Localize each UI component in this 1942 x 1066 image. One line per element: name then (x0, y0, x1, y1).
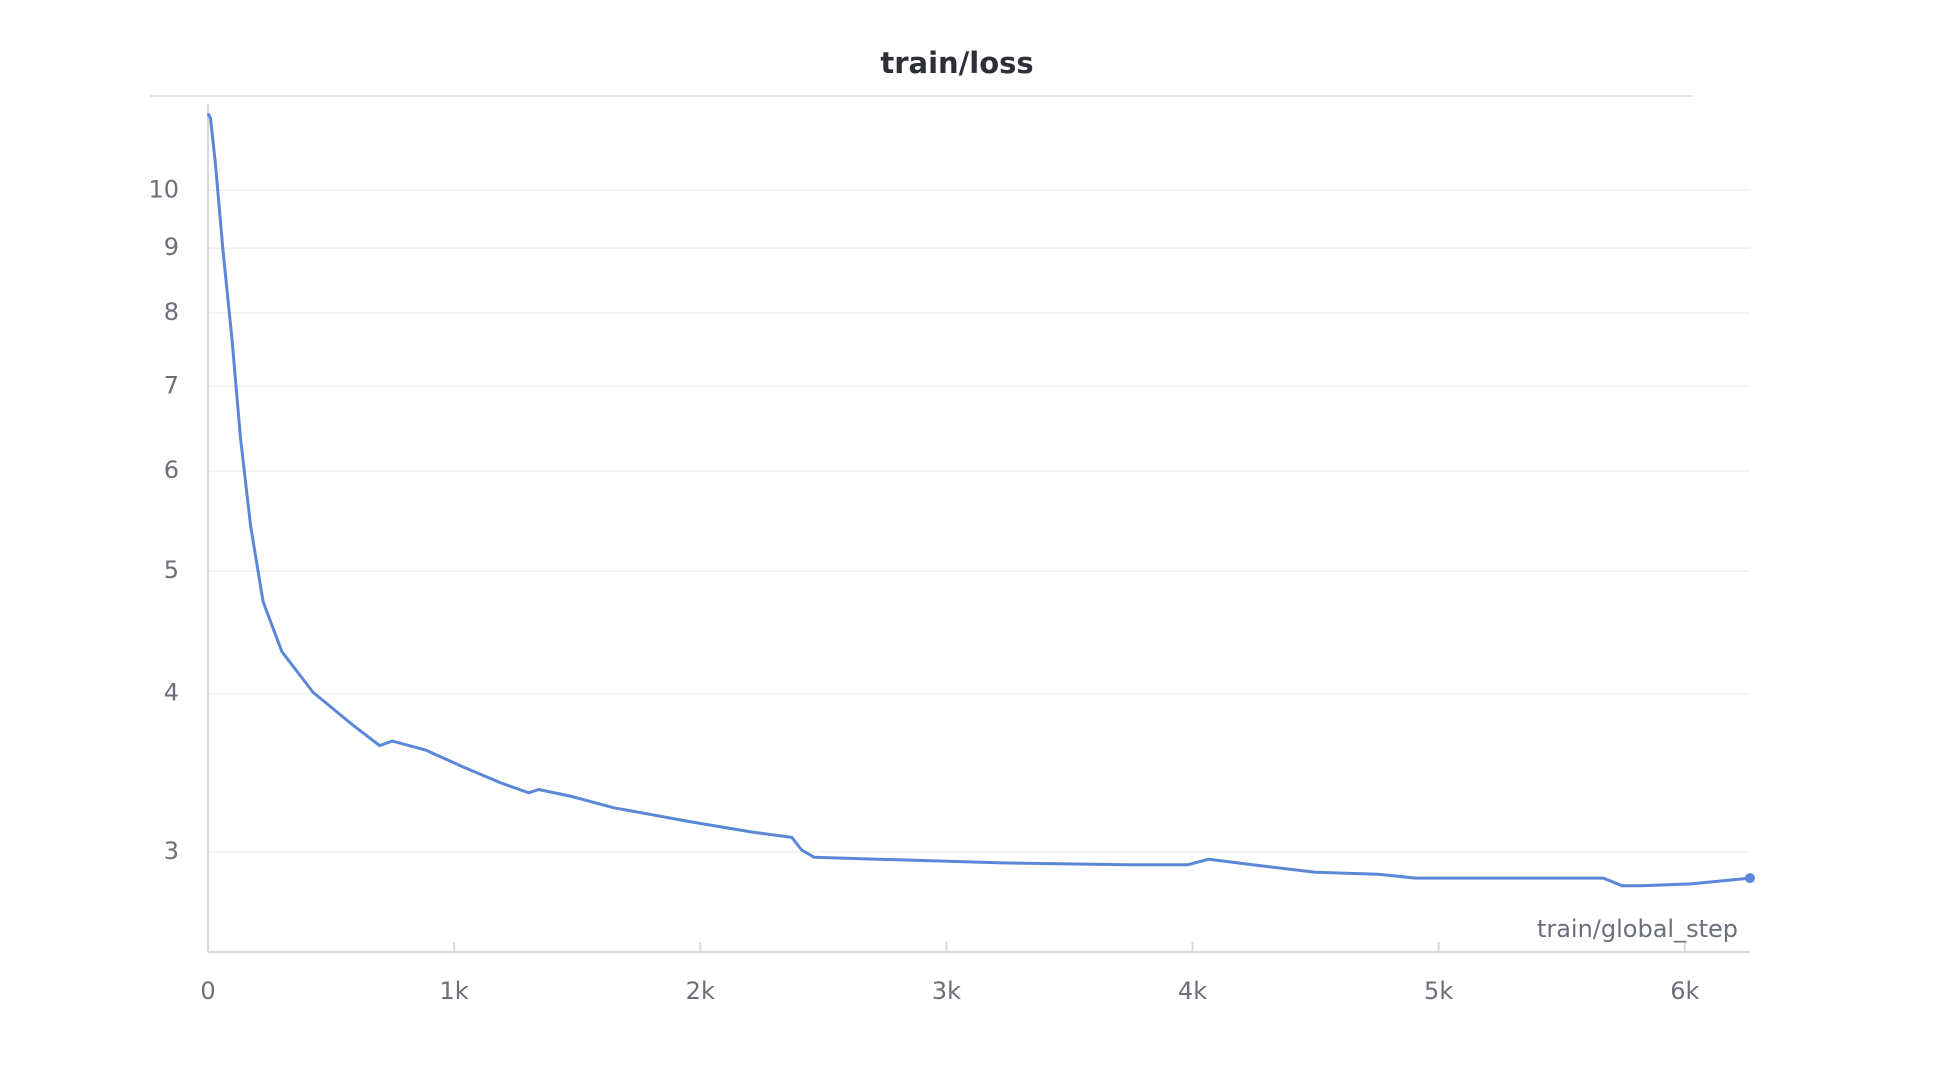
y-tick-label: 7 (164, 371, 179, 399)
y-tick-label: 10 (148, 175, 179, 203)
y-tick-label: 4 (164, 679, 179, 707)
x-axis-label: train/global_step (1537, 915, 1738, 943)
x-tick-label: 3k (932, 977, 961, 1005)
y-tick-label: 8 (164, 298, 179, 326)
y-tick-label: 9 (164, 233, 179, 261)
end-point (1745, 873, 1755, 884)
y-tick-label: 3 (164, 837, 179, 865)
x-tick-label: 1k (440, 977, 469, 1005)
x-tick-label: 2k (686, 977, 715, 1005)
y-tick-label: 6 (164, 456, 179, 484)
x-tick-label: 0 (200, 977, 215, 1005)
chart-title: train/loss (880, 46, 1033, 80)
x-tick-label: 4k (1178, 977, 1207, 1005)
x-tick-label: 5k (1424, 977, 1453, 1005)
loss-line (206, 112, 1751, 888)
y-tick-label: 5 (164, 556, 179, 584)
x-tick-label: 6k (1670, 977, 1699, 1005)
